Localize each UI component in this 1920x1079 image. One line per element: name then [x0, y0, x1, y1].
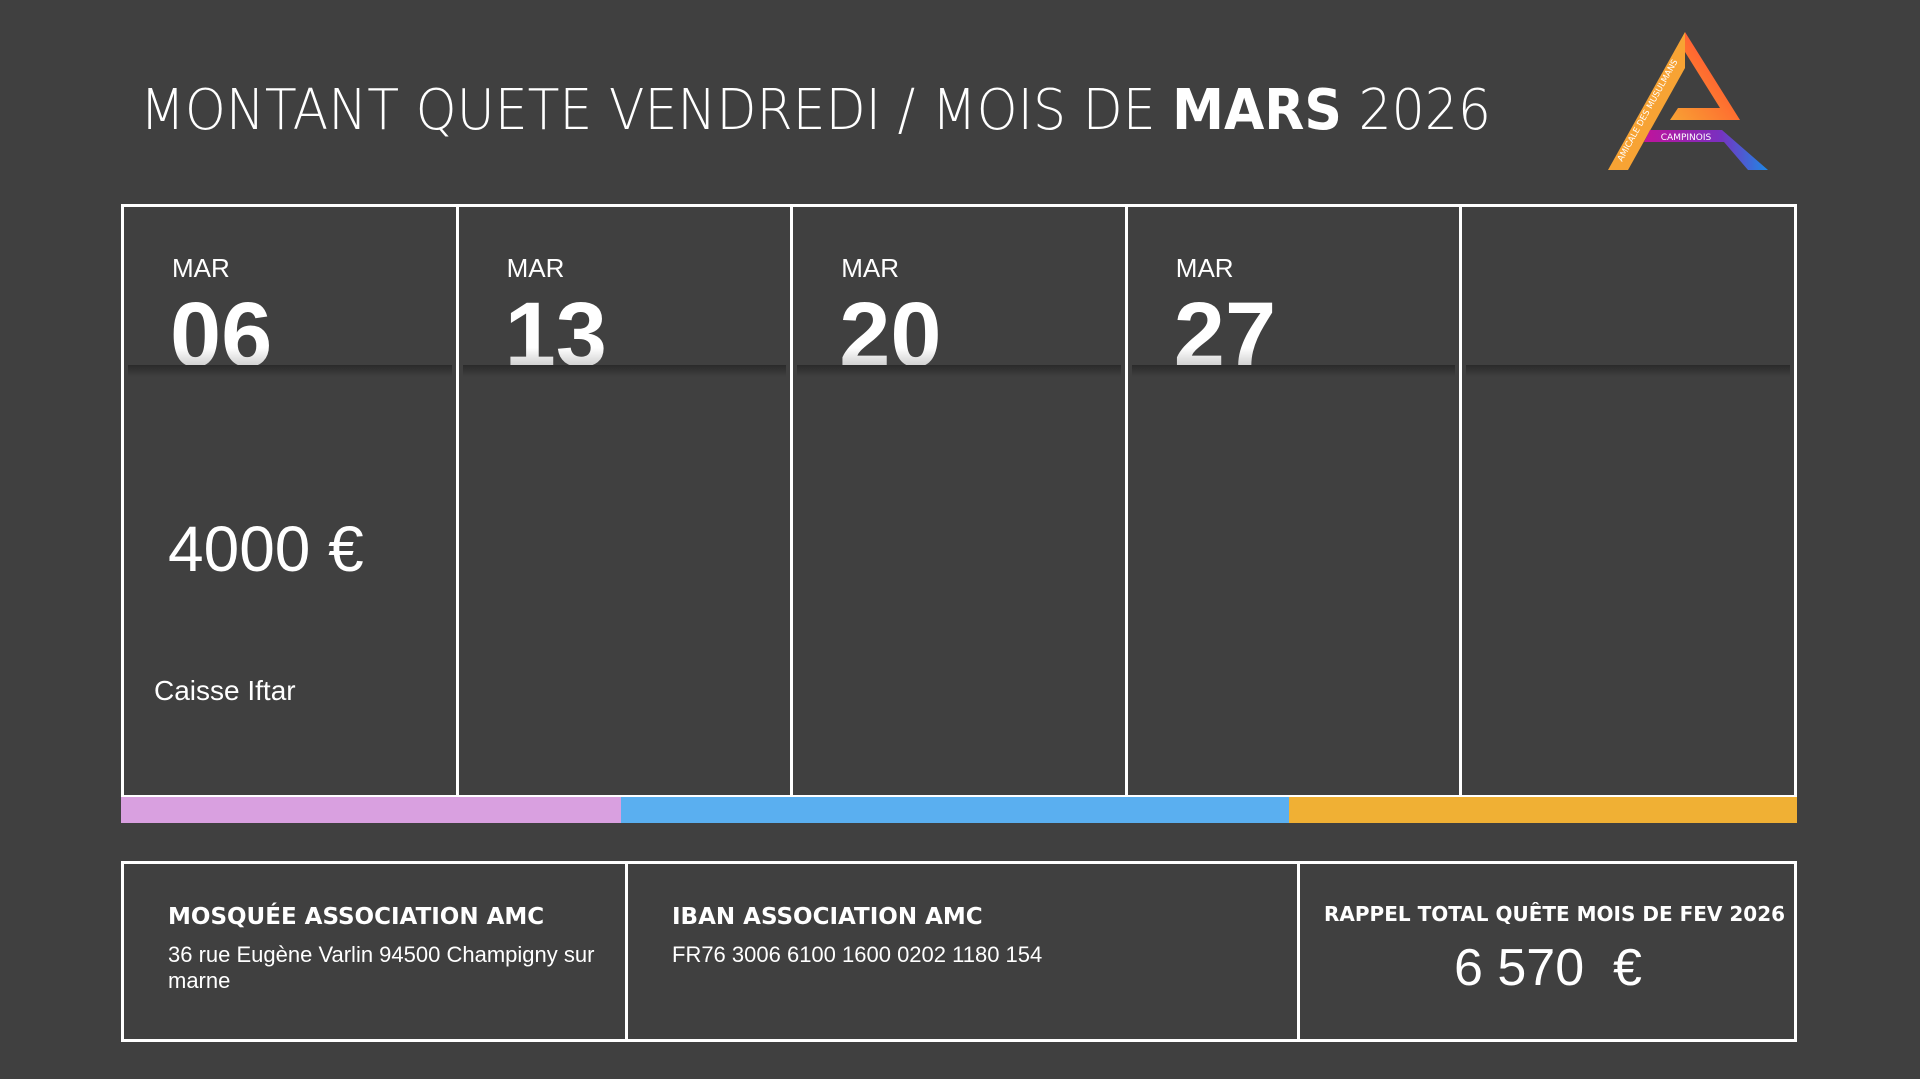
logo-a-icon: CAMPINOIS AMICALE DES MUSULMANS — [1608, 32, 1768, 170]
day-column-4: MAR 27 — [1128, 207, 1463, 795]
day-note: Caisse Iftar — [154, 675, 296, 706]
color-bar-pink — [121, 797, 621, 823]
color-bar-blue — [621, 797, 1289, 823]
reminder-info: RAPPEL TOTAL QUÊTE MOIS DE FEV 2026 6 57… — [1300, 864, 1794, 1039]
day-column-3: MAR 20 — [793, 207, 1128, 795]
reminder-total: 6 570 € — [1454, 939, 1642, 997]
info-footer: MOSQUÉE ASSOCIATION AMC 36 rue Eugène Va… — [121, 861, 1797, 1042]
day-month: MAR — [1175, 253, 1234, 283]
day-number: 13 — [504, 289, 607, 373]
title-year: 2026 — [1341, 78, 1492, 143]
iban-heading: IBAN ASSOCIATION AMC — [672, 904, 983, 930]
svg-text:CAMPINOIS: CAMPINOIS — [1661, 133, 1712, 143]
day-number: 27 — [1173, 289, 1277, 373]
iban-info: IBAN ASSOCIATION AMC FR76 3006 6100 1600… — [628, 864, 1300, 1039]
iban-value: FR76 3006 6100 1600 0202 1180 154 — [672, 942, 1043, 967]
day-divider — [1131, 365, 1456, 377]
reminder-heading: RAPPEL TOTAL QUÊTE MOIS DE FEV 2026 — [1324, 902, 1786, 926]
day-column-5 — [1462, 207, 1794, 795]
association-logo: CAMPINOIS AMICALE DES MUSULMANS — [1600, 30, 1770, 175]
title-month: MARS — [1172, 78, 1342, 143]
day-column-2: MAR 13 — [459, 207, 794, 795]
page-title: MONTANT QUETE VENDREDI / MOIS DE MARS 20… — [140, 78, 1491, 143]
friday-calendar: MAR 06 4000 € Caisse Iftar MAR 13 MAR 20… — [121, 204, 1797, 798]
day-month: MAR — [172, 253, 230, 283]
title-prefix: MONTANT QUETE VENDREDI / MOIS DE — [140, 78, 1173, 143]
day-month: MAR — [506, 253, 565, 283]
day-column-1: MAR 06 4000 € Caisse Iftar — [124, 207, 459, 795]
color-bar — [121, 797, 1797, 823]
day-month: MAR — [841, 253, 899, 283]
mosque-heading: MOSQUÉE ASSOCIATION AMC — [168, 904, 545, 930]
mosque-address: 36 rue Eugène Varlin 94500 Champigny sur… — [168, 942, 595, 993]
svg-text:AMICALE DES MUSULMANS: AMICALE DES MUSULMANS — [1616, 58, 1681, 163]
day-number: 20 — [839, 289, 942, 373]
mosque-info: MOSQUÉE ASSOCIATION AMC 36 rue Eugène Va… — [124, 864, 628, 1039]
day-amount: 4000 € — [168, 513, 364, 585]
day-divider — [128, 365, 452, 377]
day-divider — [797, 365, 1121, 377]
color-bar-orange — [1289, 797, 1797, 823]
day-number: 06 — [170, 289, 273, 373]
day-divider — [1466, 365, 1790, 377]
day-divider — [462, 365, 787, 377]
